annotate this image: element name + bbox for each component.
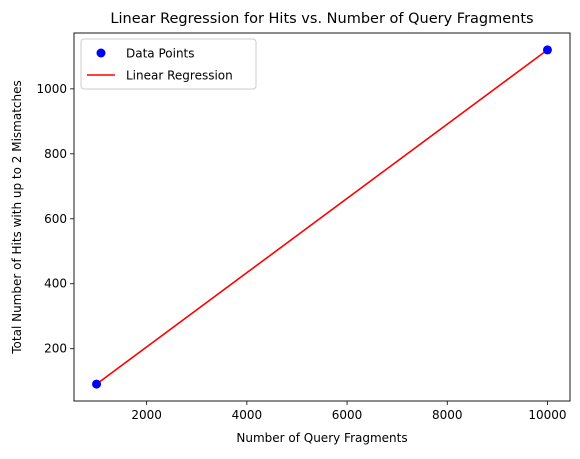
- y-tick-label: 200: [44, 342, 67, 356]
- plot-area: 2000 4000 6000 8000 10000 200 400 600 800 1000: [36, 33, 570, 422]
- y-tick-label: 1000: [36, 82, 67, 96]
- x-axis-label: Number of Query Fragments: [236, 431, 407, 445]
- y-tick-label: 400: [44, 277, 67, 291]
- chart-title: Linear Regression for Hits vs. Number of…: [110, 11, 533, 27]
- y-axis-label: Total Number of Hits with up to 2 Mismat…: [10, 80, 24, 355]
- legend: Data Points Linear Regression: [81, 39, 256, 89]
- legend-label: Linear Regression: [126, 69, 233, 83]
- x-tick-label: 4000: [232, 408, 263, 422]
- data-point: [92, 380, 101, 389]
- x-tick-label: 6000: [332, 408, 363, 422]
- legend-marker-scatter: [97, 49, 106, 58]
- legend-label: Data Points: [126, 47, 195, 61]
- x-tick-label: 8000: [432, 408, 463, 422]
- regression-line: [97, 50, 548, 384]
- y-tick-label: 600: [44, 212, 67, 226]
- data-point: [543, 45, 552, 54]
- x-tick-label: 2000: [131, 408, 162, 422]
- y-tick-label: 800: [44, 147, 67, 161]
- x-tick-label: 10000: [528, 408, 566, 422]
